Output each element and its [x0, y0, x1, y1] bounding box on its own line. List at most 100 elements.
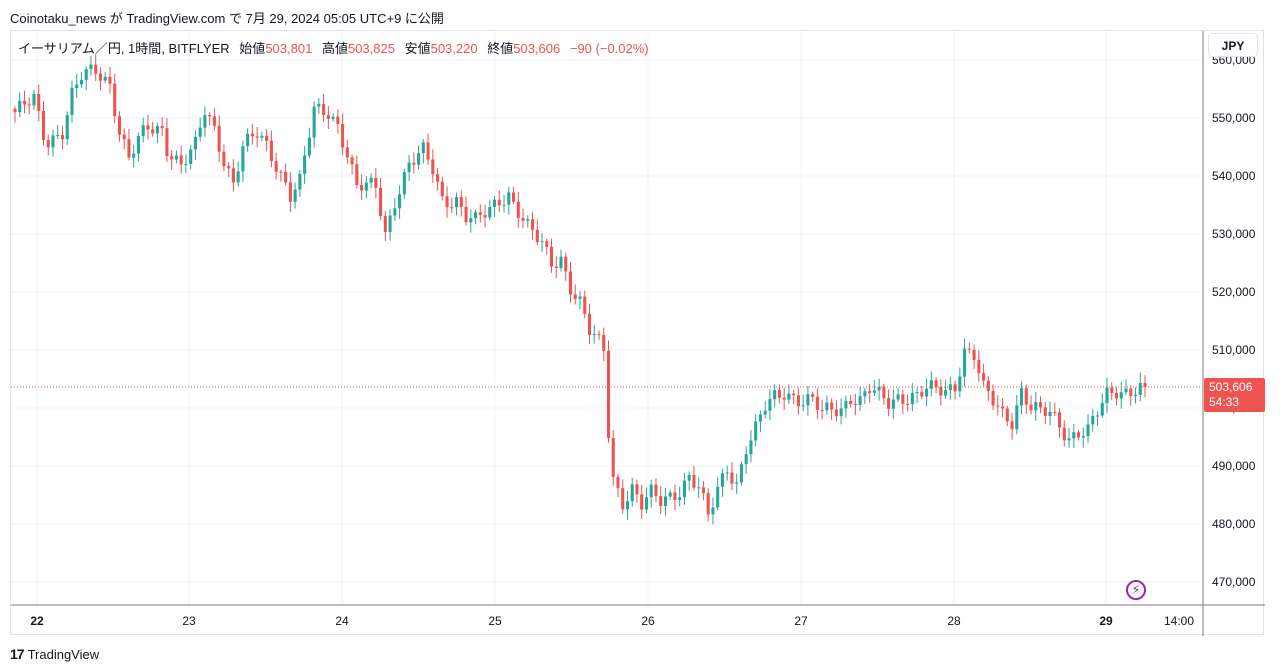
price-tick-label: 480,000	[1212, 517, 1256, 531]
candle-body	[763, 410, 767, 415]
candle-body	[782, 397, 786, 400]
candle-body	[440, 181, 444, 197]
candle-body	[18, 100, 22, 113]
symbol-legend[interactable]: イーサリアム／円, 1時間, BITFLYER 始値503,801 高値503,…	[18, 38, 649, 57]
candle-body	[1005, 408, 1009, 422]
candle-body	[450, 207, 454, 209]
candle-body	[127, 139, 131, 158]
candle-body	[483, 215, 487, 218]
last-price-value: 503,606	[1209, 380, 1253, 394]
tradingview-logo-icon: 17	[10, 646, 25, 662]
candle-body	[511, 192, 516, 202]
candle-body	[806, 394, 810, 406]
candle-body	[288, 182, 292, 202]
candle-body	[587, 313, 592, 335]
legend-close-value: 503,606	[513, 41, 561, 56]
legend-change-value: −90 (−0.02%)	[569, 41, 649, 56]
legend-open-label: 始値	[239, 41, 266, 56]
candle-body	[336, 116, 340, 125]
candle-body	[198, 127, 202, 137]
candle-body	[621, 488, 625, 510]
candle-body	[407, 162, 411, 173]
candle-body	[906, 403, 910, 405]
candle-body	[75, 84, 79, 89]
candle-body	[516, 201, 520, 218]
candle-body	[203, 115, 207, 128]
candle-body	[388, 215, 392, 232]
candle-body	[564, 256, 568, 272]
time-tick-label: 26	[641, 614, 655, 628]
candle-body	[108, 76, 112, 84]
candle-body	[768, 399, 772, 411]
candle-body	[635, 484, 639, 495]
candle-body	[963, 348, 967, 377]
publish-caption: Coinotaku_news が TradingView.com で 7月 29…	[10, 11, 444, 26]
candle-body	[578, 296, 582, 299]
candle-body	[155, 126, 159, 134]
candle-body	[383, 216, 387, 232]
candlestick-chart[interactable]: 470,000480,000490,000500,000510,000520,0…	[11, 31, 1265, 636]
candle-body	[554, 266, 558, 269]
candle-body	[811, 394, 815, 397]
candle-body	[260, 135, 264, 138]
candle-body	[103, 76, 107, 81]
candle-body	[355, 164, 359, 185]
candle-body	[692, 474, 696, 488]
candle-body	[725, 472, 729, 474]
candle-body	[1105, 387, 1109, 403]
candle-body	[165, 128, 169, 157]
candle-body	[431, 159, 435, 175]
candle-body	[70, 88, 74, 115]
price-tick-label: 530,000	[1212, 227, 1256, 241]
candle-body	[379, 187, 383, 217]
candle-body	[1091, 415, 1095, 425]
candle-body	[274, 161, 278, 172]
candle-body	[654, 484, 658, 497]
candle-body	[317, 103, 321, 107]
brand-name: TradingView	[27, 646, 100, 662]
tradingview-brand[interactable]: 17 TradingView	[10, 646, 99, 662]
flash-icon[interactable]: ⚡	[1126, 580, 1146, 600]
candle-body	[929, 380, 933, 389]
candle-body	[360, 184, 364, 191]
candle-body	[673, 492, 677, 500]
chart-frame[interactable]: 470,000480,000490,000500,000510,000520,0…	[10, 30, 1265, 636]
candle-body	[255, 136, 259, 138]
candle-body	[250, 133, 254, 137]
candle-body	[887, 398, 891, 409]
candle-body	[421, 142, 425, 154]
candle-body	[312, 106, 316, 138]
candle-body	[697, 487, 701, 489]
candle-body	[1067, 438, 1071, 441]
legend-close-label: 終値	[487, 41, 514, 56]
candle-body	[1039, 402, 1043, 408]
candle-body	[22, 100, 27, 105]
currency-button[interactable]: JPY	[1208, 33, 1258, 57]
price-tick-label: 550,000	[1212, 111, 1256, 125]
candle-body	[60, 134, 65, 140]
candle-body	[208, 115, 212, 117]
candle-body	[739, 464, 743, 483]
candle-body	[996, 405, 1000, 407]
candle-body	[1095, 415, 1100, 417]
candle-body	[792, 393, 796, 396]
candle-body	[27, 104, 31, 106]
price-tick-label: 520,000	[1212, 285, 1256, 299]
candle-body	[464, 206, 468, 223]
candle-body	[293, 189, 297, 202]
candle-body	[820, 410, 824, 412]
candle-body	[1124, 388, 1128, 393]
candle-body	[13, 108, 17, 113]
candle-body	[701, 487, 705, 494]
candle-body	[331, 116, 335, 119]
time-tick-label: 29	[1099, 614, 1113, 628]
candle-body	[735, 482, 739, 484]
legend-high-label: 高値	[321, 41, 348, 56]
candle-body	[1119, 392, 1123, 399]
candle-body	[32, 93, 36, 106]
candle-body	[678, 497, 682, 500]
candle-body	[640, 494, 644, 510]
candle-body	[568, 271, 573, 295]
candle-body	[758, 414, 762, 422]
candle-body	[882, 386, 886, 399]
